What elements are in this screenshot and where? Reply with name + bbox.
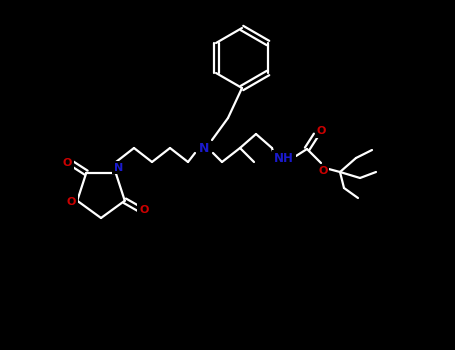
- Text: O: O: [316, 126, 326, 136]
- Text: N: N: [114, 163, 123, 173]
- Text: N: N: [199, 141, 209, 154]
- Text: O: O: [318, 166, 328, 176]
- Text: O: O: [66, 197, 76, 207]
- Text: O: O: [63, 158, 72, 168]
- Text: NH: NH: [274, 152, 294, 164]
- Text: O: O: [139, 205, 148, 215]
